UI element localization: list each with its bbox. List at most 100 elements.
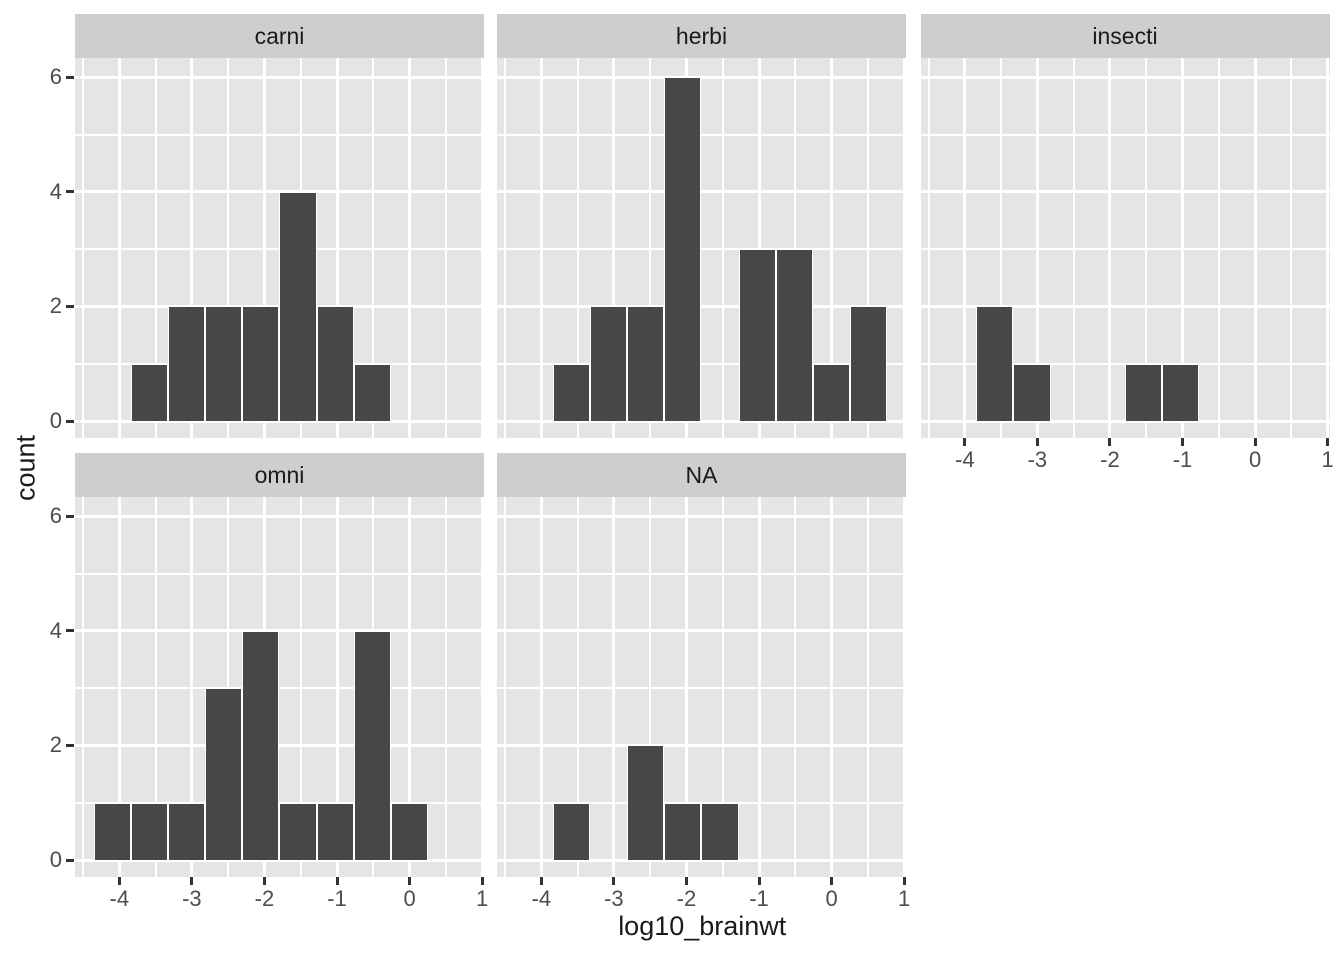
gridline-x-major [830,497,834,877]
facet-strip-herbi: herbi [497,14,906,58]
facet-panel-omni [75,497,484,877]
gridline-x-major [480,497,484,877]
histogram-bar [242,630,280,862]
gridline-y-minor [497,687,906,690]
gridline-y-minor [497,133,906,136]
gridline-y-major [75,629,484,633]
x-axis-tick-label: 0 [825,886,838,911]
x-axis-tick-label: -3 [1027,447,1048,472]
x-axis-tick-label: -4 [109,886,130,911]
gridline-y-minor [497,362,906,365]
y-axis-tick [66,419,74,423]
x-axis-tick-label: -4 [531,886,552,911]
y-axis-tick [66,858,74,862]
facet-strip-label: omni [254,461,305,488]
histogram-bar [775,249,813,423]
histogram-bar [813,363,851,423]
y-axis-tick [66,629,74,633]
facet-strip-label: carni [254,22,305,49]
gridline-x-major [117,497,121,877]
histogram-bar [1162,363,1200,423]
gridline-x-minor [82,497,84,877]
gridline-x-major [830,58,834,438]
x-axis-tick-label: -1 [327,886,347,911]
x-axis-tick [262,877,266,885]
gridline-x-major [480,58,484,438]
gridline-x-minor [1000,58,1003,438]
gridline-x-major [684,497,688,877]
y-axis-tick [66,514,74,518]
gridline-x-minor [866,58,869,438]
histogram-bar [552,363,590,423]
x-axis-tick-label: -1 [1172,447,1193,472]
x-axis-tick-label: -1 [749,886,769,911]
x-axis-tick [117,877,121,885]
facet-strip-insecti: insecti [920,14,1330,58]
x-axis-tick [612,877,616,885]
x-axis-tick-label: -2 [676,886,697,911]
gridline-x-major [902,58,906,438]
histogram-bar [1013,363,1051,423]
facet-panel-NA [497,497,906,877]
gridline-y-major [75,514,484,518]
histogram-bar [701,802,739,862]
facet-panel-insecti [920,58,1330,438]
gridline-x-major [335,497,339,877]
x-axis-tick-label: -2 [1100,447,1120,472]
gridline-x-major [902,497,906,877]
gridline-x-minor [1290,58,1293,438]
gridline-y-major [920,190,1330,194]
gridline-x-minor [1145,58,1148,438]
histogram-bar [664,802,702,862]
gridline-x-major [539,58,543,438]
gridline-x-minor [794,58,797,438]
gridline-y-major [75,743,484,747]
gridline-x-minor [576,58,579,438]
facet-strip-NA: NA [497,453,906,497]
gridline-x-minor [299,497,302,877]
gridline-x-minor [154,497,157,877]
gridline-x-major [408,58,412,438]
histogram-bar [130,802,168,862]
y-axis-tick-label: 2 [49,732,62,758]
y-axis-tick-label: 0 [49,847,62,872]
x-axis-tick [190,877,194,885]
y-axis-tick [66,304,74,308]
facet-strip-label: herbi [675,22,728,49]
gridline-x-major [117,58,121,438]
gridline-y-minor [497,572,906,575]
gridline-x-major [757,58,761,438]
histogram-bar [205,306,243,423]
gridline-x-major [1035,58,1039,438]
gridline-x-minor [649,497,652,877]
y-axis-tick-label: 0 [49,408,62,433]
gridline-x-minor [504,58,506,438]
gridline-y-major [497,75,906,79]
histogram-bar [279,802,317,862]
gridline-y-minor [75,687,484,690]
y-axis-tick-label: 4 [49,617,62,643]
gridline-x-major [262,58,266,438]
gridline-x-major [335,58,339,438]
x-axis-tick [539,877,543,885]
gridline-x-minor [504,497,506,877]
gridline-x-major [612,497,616,877]
histogram-bar [627,306,665,423]
histogram-bar [353,363,391,423]
gridline-y-major [920,75,1330,79]
gridline-x-major [1253,58,1257,438]
gridline-x-minor [372,58,375,438]
x-axis-tick [1326,438,1330,446]
histogram-bar [130,363,168,423]
x-axis-tick-label: -2 [254,886,275,911]
histogram-bar [316,306,354,423]
gridline-y-minor [75,572,484,575]
gridline-y-major [497,514,906,518]
gridline-x-major [757,497,761,877]
x-axis-tick [757,877,761,885]
histogram-bar [205,688,243,862]
facet-panel-herbi [497,58,906,438]
gridline-x-minor [721,497,724,877]
x-axis-tick [1035,438,1039,446]
